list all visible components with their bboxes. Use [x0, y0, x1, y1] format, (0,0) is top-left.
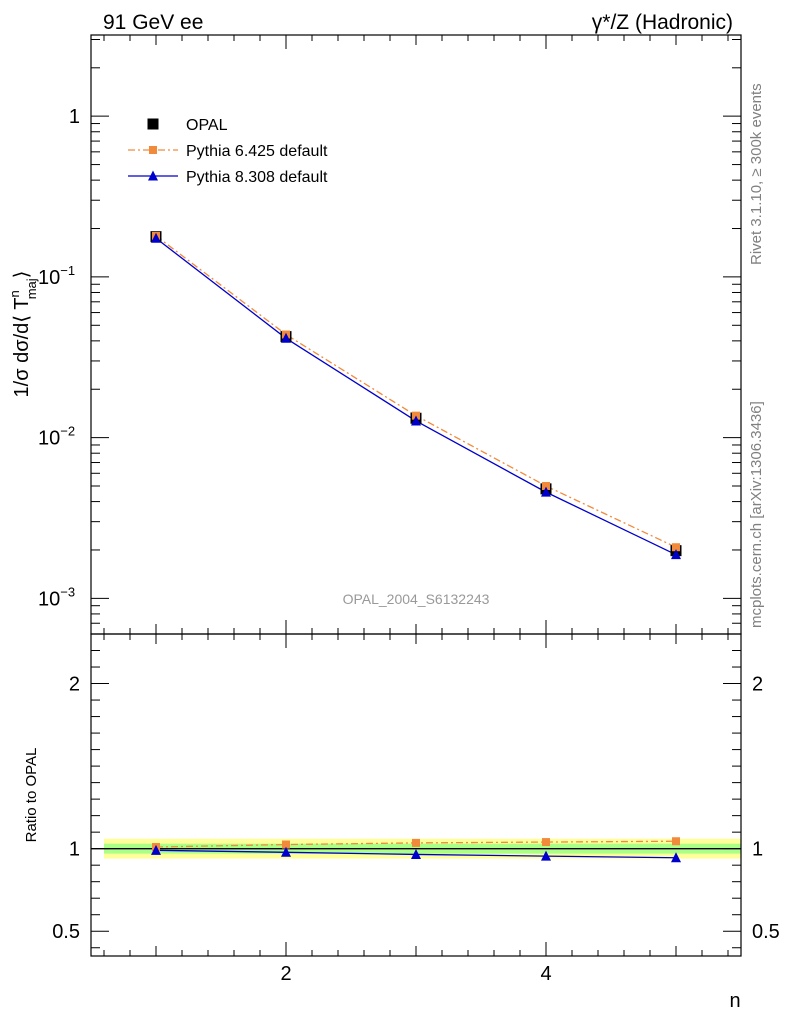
header-right: γ*/Z (Hadronic) — [592, 11, 733, 34]
ratio-pythia8-point — [541, 850, 551, 861]
ratio-pythia8-point — [671, 852, 681, 863]
main-y-tick-label: 10−1 — [38, 263, 75, 289]
main-y-tick-label: 1 — [69, 106, 80, 128]
main-y-tick-label: 10−3 — [38, 584, 75, 610]
ratio-panel-frame — [90, 633, 742, 957]
ratio-y-tick-label: 2 — [69, 674, 80, 696]
tick-labels: 110−110−210−30.5 0.51 12 22 4 — [38, 106, 780, 985]
ratio-ylabel: Ratio to OPAL — [23, 748, 40, 843]
rivet-label: Rivet 3.1.10, ≥ 300k events — [748, 83, 765, 265]
pythia8-line — [155, 237, 677, 556]
pythia8-point — [151, 232, 161, 243]
axis-ticks — [91, 35, 741, 956]
legend-symbol-pythia6 — [149, 146, 157, 154]
main-y-tick-label: 10−2 — [38, 424, 75, 450]
tick-exponent: −1 — [60, 263, 75, 278]
ratio-pythia6-point — [412, 838, 420, 847]
ratio-pythia8-point — [411, 848, 421, 859]
ratio-y-tick-label-right: 0.5 — [752, 921, 780, 943]
tick-base: 10 — [38, 588, 60, 610]
legend-label-pythia6: Pythia 6.425 default — [186, 143, 328, 160]
ratio-pythia8-point — [151, 844, 161, 855]
ratio-y-tick-label: 0.5 — [52, 921, 80, 943]
main-ylabel-close: ⟩ — [11, 271, 33, 279]
ratio-pythia6-point — [542, 838, 550, 847]
ratio-pythia6-point — [282, 840, 290, 849]
pythia8-point — [671, 549, 681, 560]
uncertainty-band — [91, 838, 741, 859]
tick-base: 10 — [38, 267, 60, 289]
pythia8-point — [411, 415, 421, 426]
ratio-pythia8-point — [281, 846, 291, 857]
ratio-y-tick-label-right: 2 — [752, 674, 763, 696]
mcplots-label: mcplots.cern.ch [arXiv:1306.3436] — [748, 401, 765, 628]
tick-exponent: −3 — [60, 584, 75, 599]
legend: OPAL Pythia 6.425 default Pythia 8.308 d… — [128, 117, 328, 186]
main-ylabel: 1/σ dσ/d⟨ Tn maj⟩ — [7, 271, 39, 398]
pythia6-line — [155, 235, 677, 548]
header-left: 91 GeV ee — [103, 11, 203, 34]
ratio-y-tick-label: 1 — [69, 839, 80, 861]
main-ylabel-main: 1/σ dσ/d⟨ T — [11, 298, 33, 398]
pythia6-point — [542, 482, 550, 491]
pythia8-point — [541, 486, 551, 497]
tick-base: 10 — [38, 428, 60, 450]
main-ylabel-sub: maj — [24, 278, 39, 299]
ratio-series-layer — [151, 837, 681, 863]
x-tick-label: 2 — [280, 963, 291, 985]
x-tick-label: 4 — [540, 963, 551, 985]
main-ylabel-sup: n — [7, 290, 22, 297]
pythia8-point — [281, 332, 291, 343]
pythia6-point — [672, 543, 680, 552]
legend-label-opal: OPAL — [186, 117, 228, 134]
ratio-pythia6-point — [672, 837, 680, 846]
main-series-layer — [150, 231, 682, 560]
x-axis-label: n — [729, 990, 740, 1012]
tick-exponent: −2 — [60, 424, 75, 439]
legend-symbol-opal — [147, 118, 159, 130]
legend-symbol-pythia8 — [148, 170, 158, 181]
watermark: OPAL_2004_S6132243 — [343, 591, 490, 607]
ratio-y-tick-label-right: 1 — [752, 839, 763, 861]
legend-label-pythia8: Pythia 8.308 default — [186, 169, 328, 186]
